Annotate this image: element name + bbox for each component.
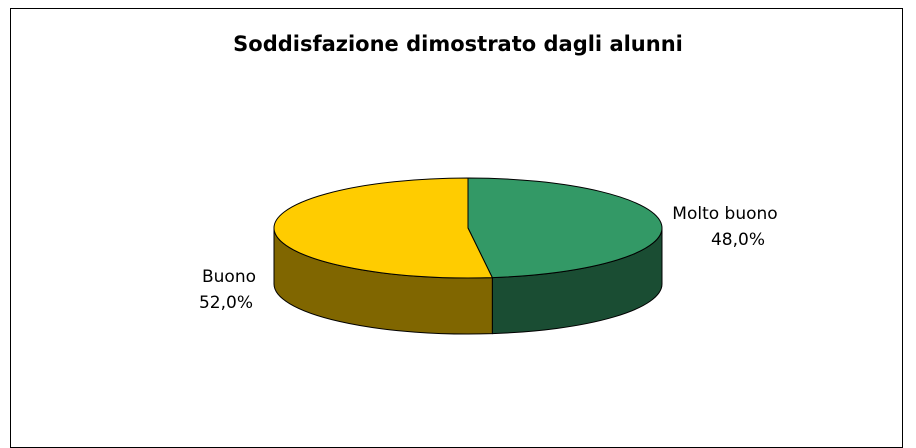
pie-tops [273,177,663,279]
pie-labels: Molto buono 48,0% Buono 52,0% [199,204,778,313]
slice-buono [273,177,494,279]
slice-value-molto-buono: 48,0% [711,230,765,250]
pie-chart: Molto buono 48,0% Buono 52,0% [199,177,778,335]
chart-title: Soddisfazione dimostrato dagli alunni [233,32,683,56]
slice-label-molto-buono: Molto buono [672,204,777,224]
slice-molto-buono [467,177,663,279]
slice-label-buono: Buono [202,267,256,287]
slice-value-buono: 52,0% [199,293,253,313]
